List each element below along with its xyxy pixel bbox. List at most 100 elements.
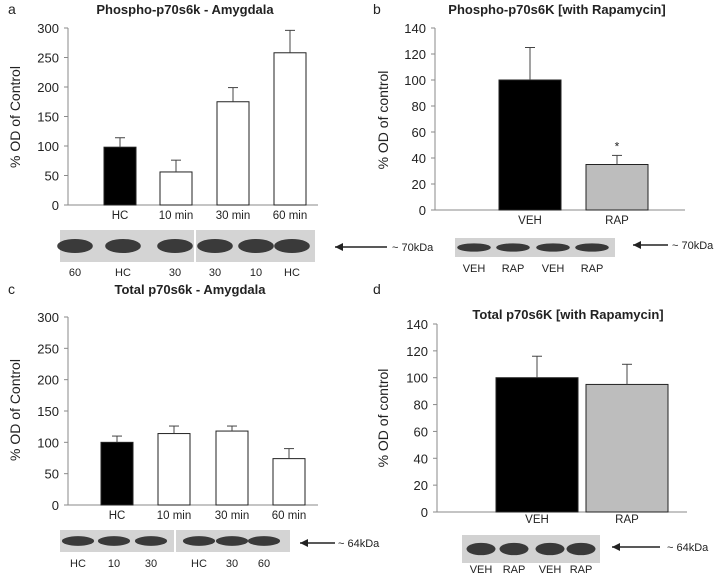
bar bbox=[103, 146, 137, 206]
bar bbox=[215, 430, 249, 506]
y-tick-label: 60 bbox=[414, 424, 428, 439]
x-category-label: HC bbox=[112, 210, 129, 222]
y-tick-label: 150 bbox=[37, 404, 59, 419]
blot-lane-label: RAP bbox=[570, 564, 593, 576]
blot-band bbox=[499, 542, 529, 556]
blot-band bbox=[57, 238, 93, 254]
y-tick-label: 150 bbox=[37, 110, 59, 125]
y-tick-label: 0 bbox=[52, 198, 59, 213]
blot-band bbox=[575, 243, 609, 252]
western-blot: VEH RAP VEH RAP ~ 64kDa bbox=[462, 535, 709, 576]
x-category-label: RAP bbox=[605, 215, 629, 227]
chart-title: Total p70s6k - Amygdala bbox=[115, 282, 267, 297]
panel-label: a bbox=[8, 1, 16, 17]
bar bbox=[216, 101, 250, 206]
x-category-label: HC bbox=[109, 510, 126, 522]
blot-band bbox=[105, 238, 141, 254]
blot-lane-label: VEH bbox=[463, 263, 486, 275]
bar bbox=[495, 377, 579, 513]
arrow-head bbox=[612, 543, 620, 551]
chart-title: Total p70s6K [with Rapamycin] bbox=[472, 307, 663, 322]
blot-band bbox=[197, 238, 233, 254]
y-tick-label: 80 bbox=[412, 99, 426, 114]
blot-lane-label: HC bbox=[115, 267, 131, 279]
blot-lane-label: HC bbox=[70, 558, 86, 570]
x-category-label: 30 min bbox=[216, 210, 251, 222]
y-tick-label: 300 bbox=[37, 21, 59, 36]
arrow-head bbox=[300, 539, 308, 547]
x-category-label: 60 min bbox=[273, 210, 308, 222]
blot-lane-label: 30 bbox=[145, 558, 157, 570]
y-tick-label: 80 bbox=[414, 398, 428, 413]
panel-c: c Total p70s6k - Amygdala 0 50 100 150 200 250 3… bbox=[7, 281, 380, 570]
y-tick-label: 120 bbox=[404, 47, 426, 62]
blot-band bbox=[466, 542, 496, 556]
chart-title: Phospho-p70s6k - Amygdala bbox=[96, 2, 274, 17]
blot-lane-label: 10 bbox=[108, 558, 120, 570]
y-tick-label: 20 bbox=[412, 177, 426, 192]
y-tick-label: 250 bbox=[37, 341, 59, 356]
bar bbox=[159, 171, 193, 206]
molecular-weight-label: ~ 70kDa bbox=[392, 242, 434, 254]
y-tick-label: 0 bbox=[52, 498, 59, 513]
bar bbox=[273, 52, 307, 206]
blot-band bbox=[566, 542, 596, 556]
blot-band bbox=[274, 238, 310, 254]
x-category-label: VEH bbox=[518, 215, 542, 227]
molecular-weight-label: ~ 70kDa bbox=[672, 240, 714, 252]
y-axis-label: % OD of control bbox=[375, 71, 391, 170]
blot-lane-label: 30 bbox=[209, 267, 221, 279]
y-tick-label: 0 bbox=[421, 505, 428, 520]
blot-lane-label: RAP bbox=[581, 263, 604, 275]
y-axis-label: % OD of Control bbox=[7, 66, 23, 168]
western-blot: 60 HC 30 30 10 HC ~ 70kDa bbox=[57, 230, 434, 279]
y-tick-label: 40 bbox=[412, 151, 426, 166]
panel-b: b Phospho-p70s6K [with Rapamycin] 0 20 40 60 8… bbox=[373, 1, 714, 275]
blot-band bbox=[247, 536, 281, 546]
y-tick-label: 0 bbox=[419, 203, 426, 218]
blot-band bbox=[61, 536, 95, 546]
blot-lane-label: 10 bbox=[250, 267, 262, 279]
y-axis-label: % OD of control bbox=[375, 369, 391, 468]
blot-band bbox=[535, 542, 565, 556]
y-tick-label: 140 bbox=[406, 317, 428, 332]
blot-lane-label: HC bbox=[284, 267, 300, 279]
blot-lane-label: RAP bbox=[502, 263, 525, 275]
western-blot: HC 10 30 HC 30 60 ~ 64kDa bbox=[60, 530, 380, 570]
y-tick-label: 100 bbox=[404, 73, 426, 88]
blot-lane-label: 30 bbox=[169, 267, 181, 279]
x-category-label: RAP bbox=[615, 514, 639, 526]
panel-a: a Phospho-p70s6k - Amygdala05010015020025… bbox=[7, 1, 434, 279]
arrow-head bbox=[335, 243, 343, 251]
x-category-label: 60 min bbox=[272, 510, 307, 522]
x-category-label: 30 min bbox=[215, 510, 250, 522]
blot-band bbox=[496, 243, 530, 252]
arrow-head bbox=[633, 241, 641, 249]
significance-marker: * bbox=[615, 139, 620, 153]
blot-band bbox=[457, 243, 491, 252]
bar bbox=[100, 441, 134, 506]
panel-label: d bbox=[373, 281, 381, 297]
blot-band bbox=[215, 536, 249, 546]
molecular-weight-label: ~ 64kDa bbox=[667, 542, 709, 554]
blot-lane-label: VEH bbox=[470, 564, 493, 576]
western-blot: VEH RAP VEH RAP ~ 70kDa bbox=[455, 238, 714, 275]
y-tick-label: 250 bbox=[37, 51, 59, 66]
bar bbox=[585, 383, 669, 513]
y-tick-label: 20 bbox=[414, 478, 428, 493]
y-tick-label: 300 bbox=[37, 310, 59, 325]
blot-lane-label: 60 bbox=[258, 558, 270, 570]
blot-lane-label: 30 bbox=[226, 558, 238, 570]
y-tick-label: 60 bbox=[412, 125, 426, 140]
y-tick-label: 200 bbox=[37, 80, 59, 95]
y-tick-label: 100 bbox=[406, 371, 428, 386]
bar bbox=[498, 79, 562, 211]
panel-label: c bbox=[8, 281, 15, 297]
blot-lane-label: 60 bbox=[69, 267, 81, 279]
blot-lane-label: HC bbox=[191, 558, 207, 570]
bar bbox=[272, 458, 306, 506]
y-tick-label: 140 bbox=[404, 21, 426, 36]
blot-lane-label: RAP bbox=[503, 564, 526, 576]
y-tick-label: 50 bbox=[45, 169, 59, 184]
x-category-label: VEH bbox=[525, 514, 549, 526]
